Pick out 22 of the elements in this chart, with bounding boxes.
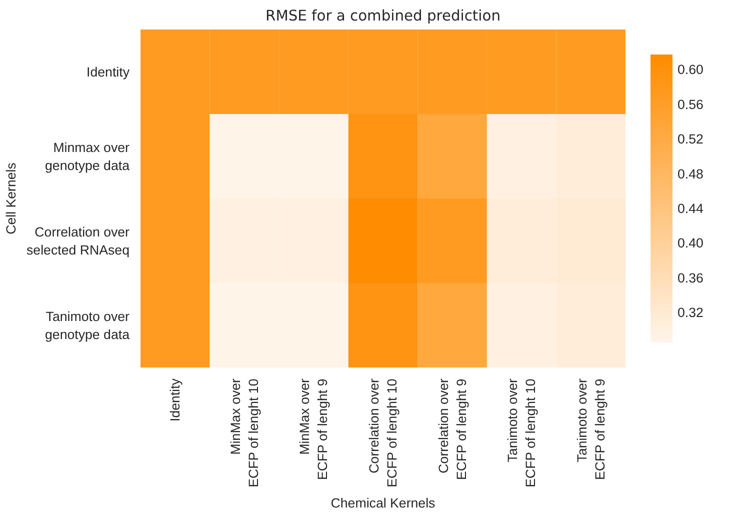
color-bar-label: 0.40 (678, 236, 704, 251)
y-tick-label: Correlation over selected RNAseq (26, 224, 130, 258)
y-tick-label: Identity (86, 64, 130, 80)
x-tick-label: Identity (168, 378, 183, 422)
x-tick-label: Tanimoto over ECFP of lenght 10 (505, 378, 538, 488)
chart-title: RMSE for a combined prediction (266, 8, 500, 24)
y-axis-title: Cell Kernels (4, 162, 19, 234)
x-tick-label: Tanimoto over ECFP of lenght 9 (574, 378, 608, 480)
y-tick-label: Tanimoto over genotype data (45, 308, 130, 342)
y-tick-label: Minmax over genotype data (45, 140, 130, 173)
x-axis-title: Chemical Kernels (330, 495, 436, 510)
x-tick-label: MinMax over ECFP of lenght 9 (297, 378, 330, 480)
x-tick-label: MinMax over ECFP of lenght 10 (228, 378, 261, 488)
color-bar-label: 0.48 (678, 166, 704, 182)
color-bar-label: 0.60 (678, 62, 704, 78)
color-bar-label: 0.32 (678, 305, 704, 320)
x-tick-label: Correlation over ECFP of lenght 10 (366, 378, 400, 488)
color-bar-label: 0.52 (678, 132, 704, 147)
color-bar-label: 0.36 (678, 270, 704, 286)
color-bar-label: 0.56 (678, 96, 704, 112)
x-tick-label: Correlation over ECFP of lenght 9 (436, 378, 469, 480)
color-bar-label: 0.44 (678, 201, 704, 216)
